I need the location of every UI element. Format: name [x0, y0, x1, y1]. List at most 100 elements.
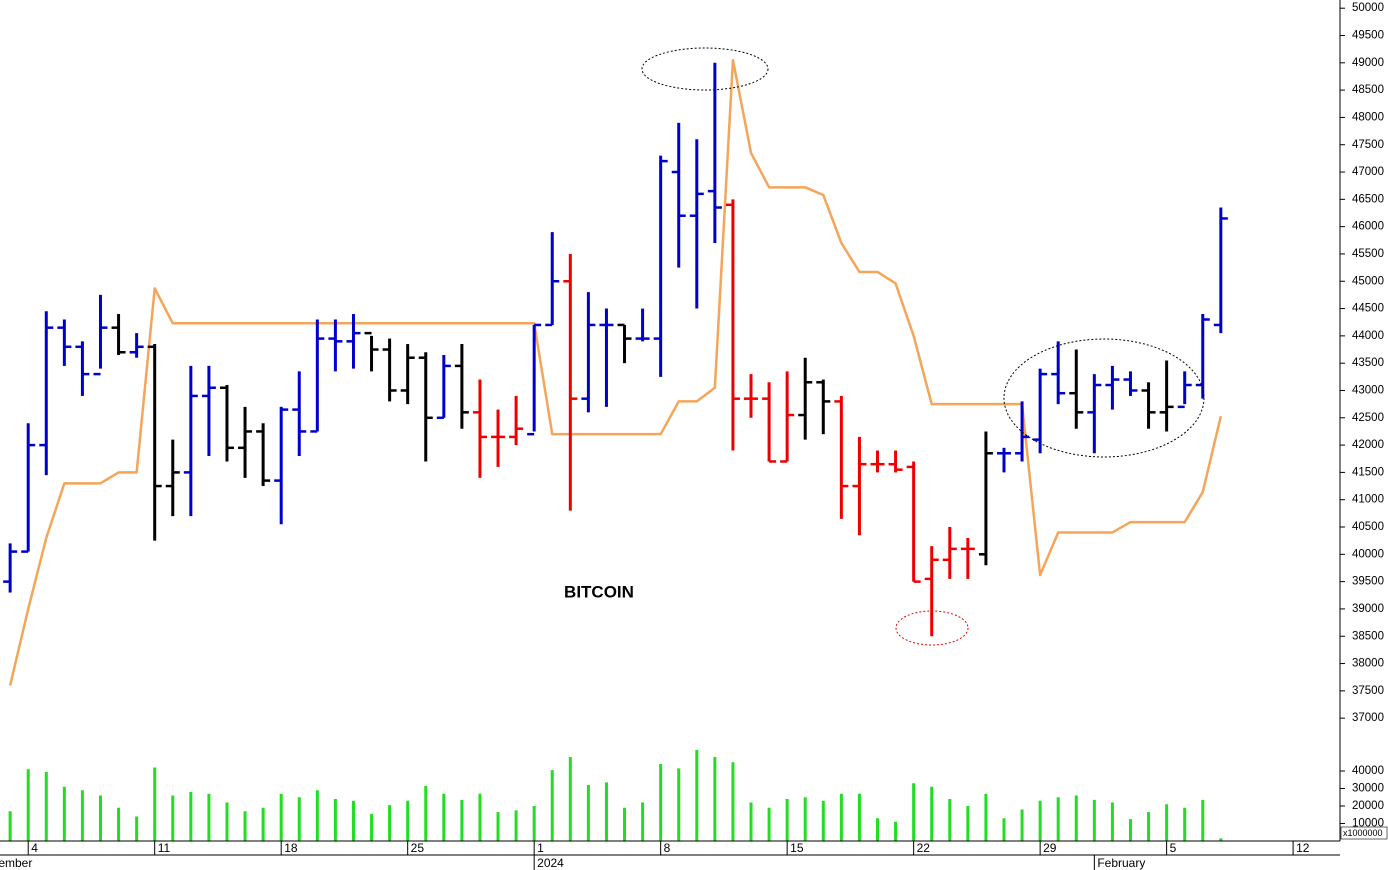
volume-bar [659, 764, 663, 841]
volume-bar [1147, 812, 1151, 841]
volume-bar [641, 802, 645, 841]
x-tick-label: 4 [31, 841, 38, 855]
volume-bar [1201, 799, 1205, 841]
volume-tick-label: 20000 [1352, 800, 1384, 812]
y-tick-label: 45000 [1352, 275, 1384, 287]
volume-bar [948, 799, 952, 841]
volume-bar [857, 793, 861, 841]
x-tick-label: 11 [158, 841, 171, 855]
y-tick-label: 46000 [1352, 221, 1384, 233]
volume-bar [496, 812, 500, 841]
volume-bar [333, 799, 337, 841]
x-tick-label: 1 [537, 841, 544, 855]
volume-bar [604, 782, 608, 841]
volume-bar [8, 811, 12, 841]
volume-unit-label: x1000000 [1343, 828, 1383, 838]
volume-bar [478, 793, 482, 841]
volume-bar [550, 770, 554, 841]
y-tick-label: 38500 [1352, 630, 1384, 642]
volume-bar [189, 792, 193, 841]
volume-bar [243, 811, 247, 841]
volume-bar [912, 783, 916, 841]
volume-bar [803, 797, 807, 841]
y-tick-label: 47000 [1352, 166, 1384, 178]
y-tick-label: 49000 [1352, 57, 1384, 69]
volume-bar [279, 793, 283, 841]
volume-bar [1074, 795, 1078, 841]
volume-bar [442, 793, 446, 841]
volume-bar [984, 793, 988, 841]
volume-bar [876, 818, 879, 841]
x-tick-label: 29 [1043, 841, 1057, 855]
volume-bar [297, 797, 301, 841]
volume-bar [1110, 802, 1114, 841]
volume-bar [44, 771, 48, 841]
y-tick-label: 49500 [1352, 30, 1384, 42]
y-tick-label: 50000 [1352, 2, 1384, 14]
volume-bar [1020, 809, 1024, 841]
y-tick-label: 45500 [1352, 248, 1384, 260]
highlight-ellipse [641, 47, 769, 91]
volume-bar [894, 821, 898, 841]
volume-bar [225, 802, 229, 841]
plot-area [3, 58, 1228, 841]
x-tick-label: 18 [284, 841, 298, 855]
volume-bar [821, 800, 825, 841]
volume-tick-label: 30000 [1352, 783, 1384, 795]
volume-bar [171, 795, 175, 841]
volume-bar [80, 790, 84, 841]
y-tick-label: 44000 [1352, 330, 1384, 342]
y-tick-label: 42000 [1352, 439, 1384, 451]
month-label: 2024 [537, 856, 564, 870]
volume-bar [623, 807, 627, 841]
y-tick-label: 44500 [1352, 303, 1384, 315]
volume-bar [568, 757, 572, 841]
volume-bar [1092, 799, 1096, 841]
volume-bar [98, 795, 102, 841]
y-tick-label: 48000 [1352, 111, 1384, 123]
volume-bar [315, 790, 319, 841]
month-label: December [0, 856, 32, 870]
volume-bar [1165, 804, 1169, 841]
volume-bar [62, 786, 66, 841]
volume-bar [731, 762, 735, 841]
y-tick-label: 43000 [1352, 385, 1384, 397]
y-tick-label: 41500 [1352, 466, 1384, 478]
y-tick-label: 40500 [1352, 521, 1384, 533]
y-tick-label: 47500 [1352, 139, 1384, 151]
volume-bar [514, 810, 518, 841]
volume-bar [424, 785, 428, 841]
volume-bar [261, 807, 265, 841]
y-tick-label: 43500 [1352, 357, 1384, 369]
volume-bar [1002, 818, 1006, 841]
overlay-line [8, 58, 1223, 686]
volume-bar [117, 807, 121, 841]
y-tick-label: 41000 [1352, 494, 1384, 506]
volume-bar [1056, 797, 1060, 841]
highlight-ellipse [1003, 338, 1205, 458]
volume-bar [677, 768, 681, 841]
x-tick-label: 22 [917, 841, 931, 855]
y-tick-label: 37500 [1352, 685, 1384, 697]
volume-bar [930, 786, 934, 841]
volume-bar [785, 799, 789, 841]
volume-bar [207, 793, 211, 841]
volume-bar [586, 785, 590, 841]
x-tick-label: 12 [1296, 841, 1310, 855]
highlight-ellipse [895, 610, 969, 646]
volume-bar [460, 799, 464, 841]
volume-bar [749, 802, 753, 841]
volume-bar [713, 757, 717, 841]
volume-bar [839, 793, 843, 841]
volume-bar [966, 806, 970, 841]
volume-bar [532, 806, 536, 841]
volume-bar [388, 805, 392, 841]
y-tick-label: 38000 [1352, 658, 1384, 670]
y-tick-label: 39000 [1352, 603, 1384, 615]
volume-bar [767, 807, 771, 841]
x-tick-label: 8 [664, 841, 671, 855]
x-tick-label: 15 [790, 841, 804, 855]
